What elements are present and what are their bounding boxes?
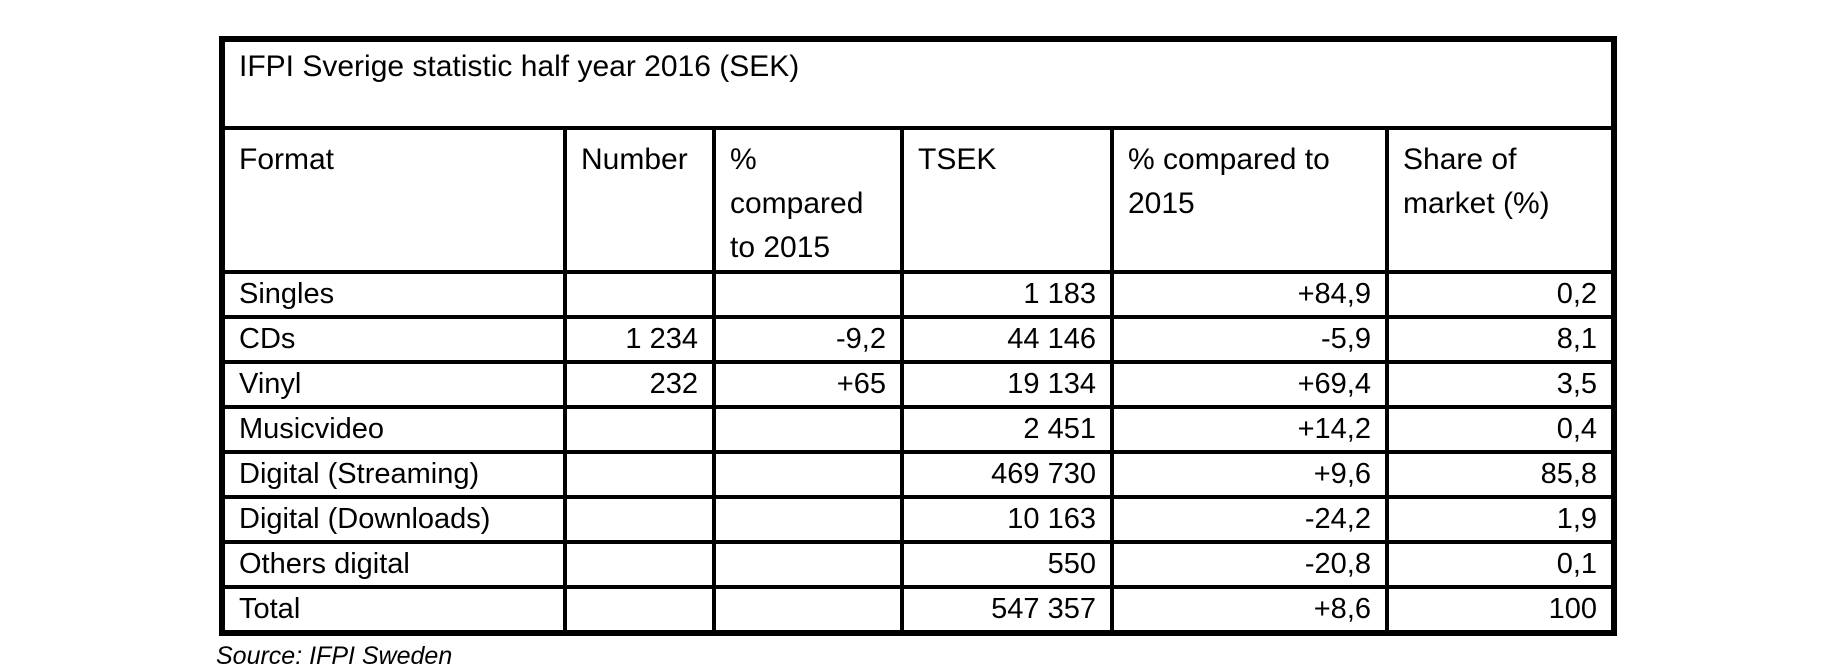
cell-number-pct [712,495,904,544]
cell-number-pct [712,450,904,499]
cell-number-pct [712,540,904,589]
table-row-others-digital: Others digital 550 -20,8 0,1 [220,540,1617,589]
cell-number [563,270,716,319]
cell-format: Singles [220,270,567,319]
cell-tsek: 44 146 [900,315,1114,364]
cell-share: 100 [1384,585,1617,635]
cell-tsek-pct: +8,6 [1110,585,1389,635]
table-row-digital-streaming: Digital (Streaming) 469 730 +9,6 85,8 [220,450,1617,499]
cell-format: Vinyl [220,360,567,409]
cell-number-pct [712,270,904,319]
cell-tsek-pct: +9,6 [1110,450,1389,499]
table-row-singles: Singles 1 183 +84,9 0,2 [220,270,1617,319]
cell-tsek: 2 451 [900,405,1114,454]
cell-tsek: 10 163 [900,495,1114,544]
cell-tsek: 19 134 [900,360,1114,409]
cell-number-pct: -9,2 [712,315,904,364]
cell-number [563,450,716,499]
cell-tsek-pct: -24,2 [1110,495,1389,544]
cell-share: 0,1 [1384,540,1617,589]
column-header-tsek-pct: % compared to 2015 [1110,126,1389,274]
table-row-cds: CDs 1 234 -9,2 44 146 -5,9 8,1 [220,315,1617,364]
cell-format: Musicvideo [220,405,567,454]
cell-number [563,540,716,589]
column-header-format: Format [220,126,567,274]
table-row-musicvideo: Musicvideo 2 451 +14,2 0,4 [220,405,1617,454]
column-header-number-pct: % compared to 2015 [712,126,904,274]
cell-tsek-pct: -20,8 [1110,540,1389,589]
cell-share: 0,2 [1384,270,1617,319]
cell-format: Digital (Downloads) [220,495,567,544]
cell-share: 85,8 [1384,450,1617,499]
cell-number [563,405,716,454]
cell-number [563,495,716,544]
cell-tsek: 550 [900,540,1114,589]
cell-number [563,585,716,635]
column-header-share: Share of market (%) [1384,126,1617,274]
cell-share: 3,5 [1384,360,1617,409]
cell-tsek-pct: +14,2 [1110,405,1389,454]
statistics-table-container: IFPI Sverige statistic half year 2016 (S… [216,36,1618,671]
table-row-digital-downloads: Digital (Downloads) 10 163 -24,2 1,9 [220,495,1617,544]
title-row: IFPI Sverige statistic half year 2016 (S… [219,37,1617,130]
ifpi-statistics-table: IFPI Sverige statistic half year 2016 (S… [219,36,1618,636]
cell-number: 232 [563,360,716,409]
column-header-number: Number [563,126,716,274]
cell-number-pct [712,405,904,454]
cell-tsek: 547 357 [900,585,1114,635]
cell-tsek-pct: -5,9 [1110,315,1389,364]
cell-share: 0,4 [1384,405,1617,454]
cell-number: 1 234 [563,315,716,364]
header-row: Format Number % compared to 2015 TSEK % … [220,126,1617,274]
cell-format: Digital (Streaming) [220,450,567,499]
cell-tsek: 1 183 [900,270,1114,319]
cell-tsek-pct: +69,4 [1110,360,1389,409]
cell-format: Others digital [220,540,567,589]
table-title: IFPI Sverige statistic half year 2016 (S… [219,37,1617,130]
cell-format: Total [220,585,567,635]
cell-tsek: 469 730 [900,450,1114,499]
source-note: Source: IFPI Sweden [216,642,453,670]
cell-share: 8,1 [1384,315,1617,364]
cell-number-pct [712,585,904,635]
table-row-vinyl: Vinyl 232 +65 19 134 +69,4 3,5 [220,360,1617,409]
cell-tsek-pct: +84,9 [1110,270,1389,319]
cell-share: 1,9 [1384,495,1617,544]
cell-number-pct: +65 [712,360,904,409]
column-header-tsek: TSEK [900,126,1114,274]
cell-format: CDs [220,315,567,364]
table-row-total: Total 547 357 +8,6 100 [220,585,1617,635]
